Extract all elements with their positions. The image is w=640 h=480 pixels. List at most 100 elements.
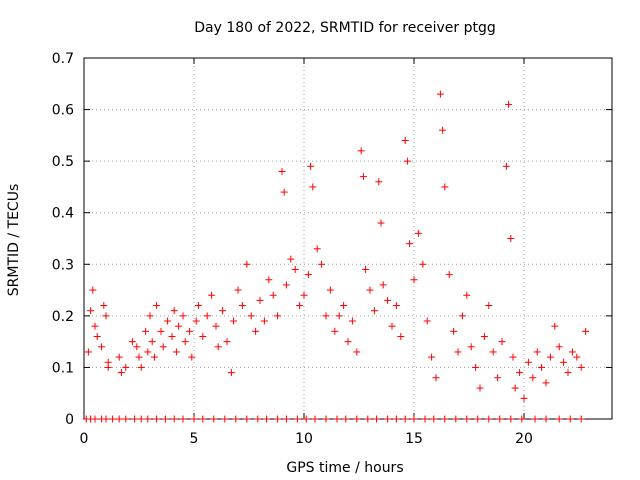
data-point (359, 173, 367, 181)
data-point (179, 312, 187, 320)
zero-marker (474, 415, 482, 423)
data-point (573, 353, 581, 361)
zero-marker (137, 415, 145, 423)
zero-marker (131, 415, 139, 423)
y-tick-label: 0.7 (52, 51, 74, 67)
data-point (307, 162, 315, 170)
x-tick-label: 5 (190, 431, 199, 447)
data-point (260, 317, 268, 325)
data-point (212, 322, 220, 330)
y-tick-label: 0.3 (52, 257, 74, 273)
zero-marker (302, 415, 310, 423)
zero-marker (577, 415, 585, 423)
data-point (148, 338, 156, 346)
data-point (128, 338, 136, 346)
zero-marker (373, 415, 381, 423)
data-point (529, 374, 537, 382)
data-point (168, 332, 176, 340)
data-point (384, 296, 392, 304)
data-point (564, 369, 572, 377)
data-point (104, 363, 112, 371)
data-point (582, 327, 590, 335)
data-point (192, 317, 200, 325)
data-point (243, 260, 251, 268)
data-point (146, 312, 154, 320)
zero-marker (179, 415, 187, 423)
data-point (377, 219, 385, 227)
zero-marker (122, 415, 130, 423)
zero-marker (190, 415, 198, 423)
data-point (403, 157, 411, 165)
axis-ticks: 0 0.1 0.2 0.3 0.4 0.5 0.6 0.7 0 5 10 15 20 (52, 51, 612, 447)
zero-marker (243, 415, 251, 423)
data-point (542, 379, 550, 387)
zero-marker (144, 415, 152, 423)
data-point (507, 235, 515, 242)
zero-marker (518, 415, 526, 423)
data-point (392, 302, 400, 310)
zero-marker (485, 415, 493, 423)
zero-marker (221, 415, 229, 423)
zero-marker (353, 415, 361, 423)
data-point (304, 271, 312, 279)
data-point (122, 363, 130, 371)
data-point (348, 317, 356, 325)
zero-marker (401, 415, 409, 423)
zero-marker (342, 415, 350, 423)
data-point (296, 302, 304, 310)
data-point (428, 353, 436, 361)
data-point (401, 137, 409, 145)
zero-marker (496, 415, 504, 423)
data-point (577, 363, 585, 371)
zero-marker (452, 415, 460, 423)
x-tick-label: 0 (80, 431, 89, 447)
data-point (505, 100, 513, 108)
grid (84, 58, 612, 419)
data-point (441, 183, 449, 191)
data-point (551, 322, 559, 330)
data-point (300, 291, 308, 299)
y-tick-label: 0.1 (52, 360, 74, 376)
data-point (274, 312, 282, 320)
data-point (353, 348, 361, 356)
zero-marker (311, 415, 319, 423)
x-tick-label: 20 (515, 431, 533, 447)
data-point (524, 358, 532, 366)
y-tick-label: 0.6 (52, 103, 74, 119)
zero-marker (91, 415, 99, 423)
data-point (135, 353, 143, 361)
data-point (546, 353, 554, 361)
data-point (485, 302, 493, 310)
x-tick-label: 10 (295, 431, 313, 447)
zero-marker (232, 415, 240, 423)
data-point (98, 343, 106, 351)
zero-marker (542, 415, 550, 423)
data-points (82, 90, 590, 423)
zero-marker (392, 415, 400, 423)
zero-marker (263, 415, 271, 423)
data-point (175, 322, 183, 330)
data-point (445, 271, 453, 279)
data-point (256, 296, 264, 304)
zero-marker (333, 415, 341, 423)
zero-marker (441, 415, 449, 423)
data-point (340, 302, 348, 310)
data-point (164, 317, 172, 325)
data-point (458, 312, 466, 320)
data-point (181, 338, 189, 346)
data-point (144, 348, 152, 356)
data-point (199, 332, 207, 340)
data-point (309, 183, 317, 191)
data-point (84, 348, 92, 356)
data-point (247, 312, 255, 320)
data-point (89, 286, 97, 294)
zero-marker (430, 415, 438, 423)
data-point (157, 327, 165, 335)
zero-marker (410, 415, 418, 423)
data-point (117, 369, 125, 377)
data-point (379, 281, 387, 289)
chart-title: Day 180 of 2022, SRMTID for receiver ptg… (194, 20, 496, 36)
data-point (410, 276, 418, 284)
data-point (362, 265, 370, 273)
